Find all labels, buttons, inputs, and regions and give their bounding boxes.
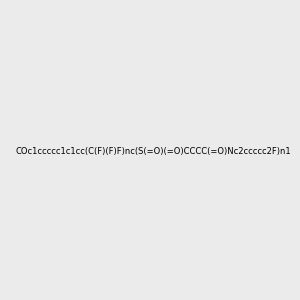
Text: COc1ccccc1c1cc(C(F)(F)F)nc(S(=O)(=O)CCCC(=O)Nc2ccccc2F)n1: COc1ccccc1c1cc(C(F)(F)F)nc(S(=O)(=O)CCCC… (16, 147, 292, 156)
